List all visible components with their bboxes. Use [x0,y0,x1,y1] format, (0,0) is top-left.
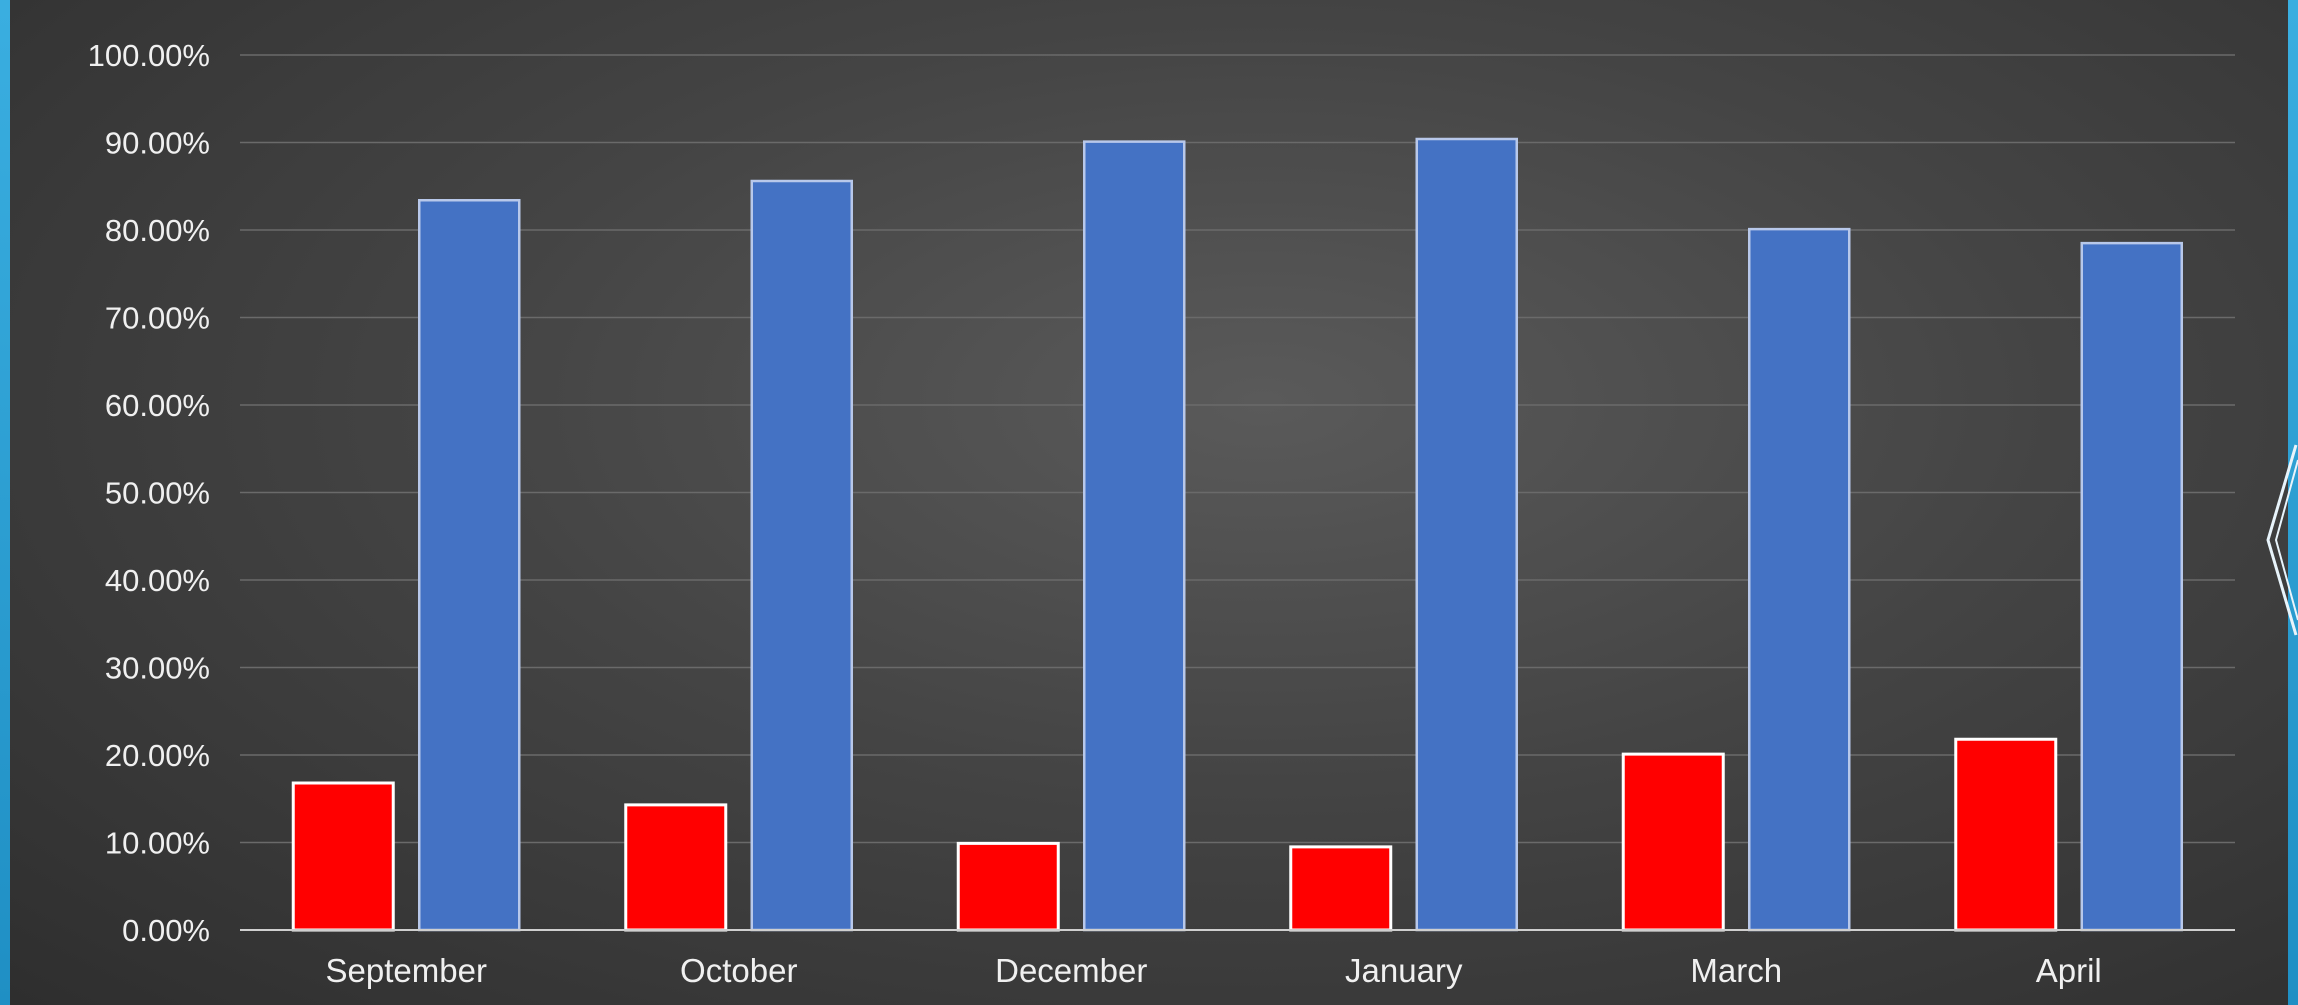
bar-series-2-january [1415,137,1518,932]
bar-series-2-october [750,179,853,932]
chart-panel: 0.00% 10.00% 20.00% 30.00% 40.00% 50.00% 60.00… [10,0,2288,1005]
bar-series-1-march [1621,752,1725,932]
y-tick-label: 30.00% [105,651,210,686]
bar-series-2-december [1083,140,1186,932]
bar-series-1-april [1954,737,2058,932]
y-tick-label: 40.00% [105,563,210,598]
bar-series-1-december [956,841,1060,932]
y-tick-label: 10.00% [105,826,210,861]
y-tick-label: 0.00% [122,913,210,948]
bar-series-2-september [418,199,521,932]
x-category-label: March [1690,952,1782,989]
x-category-label: September [326,952,487,989]
x-category-label: October [680,952,797,989]
y-tick-label: 80.00% [105,213,210,248]
x-category-label: April [2036,952,2102,989]
y-tick-label: 100.00% [88,38,210,73]
x-axis-category-labels: September October December January March Apri… [326,952,2102,989]
y-tick-label: 70.00% [105,301,210,336]
bar-chart: 0.00% 10.00% 20.00% 30.00% 40.00% 50.00% 60.00… [88,38,2235,989]
bars [291,137,2183,932]
y-tick-label: 20.00% [105,738,210,773]
bar-series-2-april [2080,241,2183,932]
gridlines [240,54,2235,844]
decorative-chevron-icon [2266,444,2298,636]
x-category-label: December [995,952,1147,989]
bar-series-1-september [291,781,395,932]
bar-series-1-january [1289,845,1393,932]
x-category-label: January [1345,952,1463,989]
y-tick-label: 90.00% [105,126,210,161]
y-axis-tick-labels: 0.00% 10.00% 20.00% 30.00% 40.00% 50.00% 60.00… [88,38,210,948]
y-tick-label: 60.00% [105,388,210,423]
y-tick-label: 50.00% [105,476,210,511]
bar-series-2-march [1748,227,1851,932]
bar-series-1-october [624,803,728,932]
